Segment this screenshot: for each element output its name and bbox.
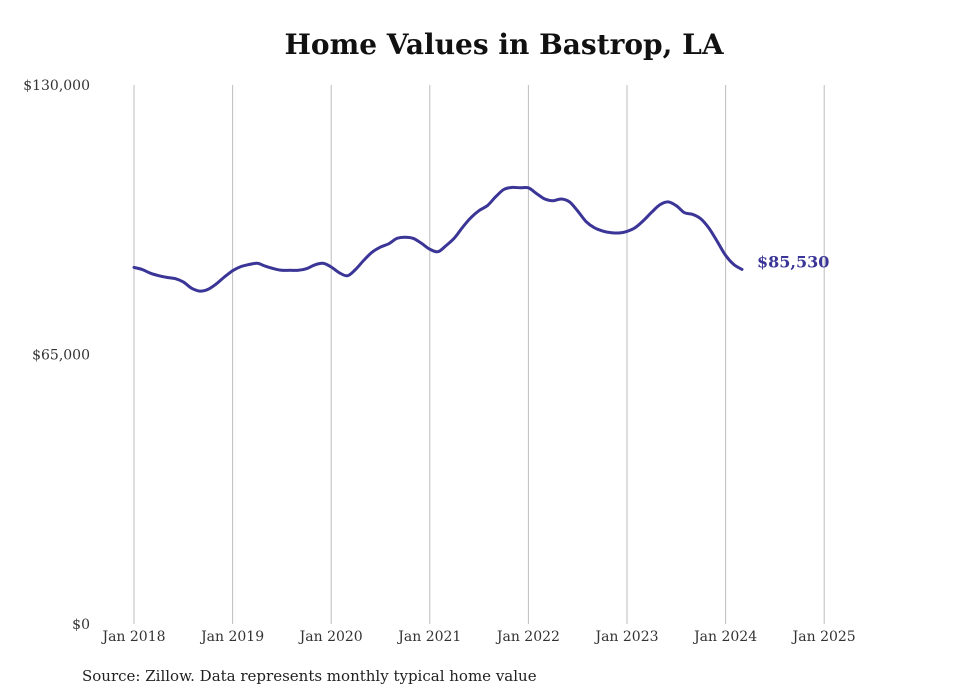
x-tick-label: Jan 2023 <box>593 629 658 645</box>
x-axis-ticks: Jan 2018 Jan 2019 Jan 2020 Jan 2021 Jan 2022… <box>100 629 855 645</box>
series-line <box>132 185 744 293</box>
chart-title: Home Values in Bastrop, LA <box>284 28 724 61</box>
y-axis-ticks: $0 $65,000 $130,000 <box>23 78 90 633</box>
x-tick-label: Jan 2021 <box>396 629 461 645</box>
x-tick-label: Jan 2022 <box>495 629 560 645</box>
series-layer <box>132 185 744 293</box>
end-value-label: $85,530 <box>757 252 829 271</box>
x-tick-label: Jan 2018 <box>100 629 165 645</box>
x-tick-label: Jan 2019 <box>199 629 264 645</box>
x-tick-label: Jan 2020 <box>298 629 363 645</box>
y-tick-label: $130,000 <box>23 78 90 94</box>
y-tick-label: $0 <box>72 617 90 633</box>
y-tick-label: $65,000 <box>32 348 90 364</box>
gridlines <box>133 85 825 624</box>
x-tick-label: Jan 2024 <box>692 629 757 645</box>
x-tick-label: Jan 2025 <box>791 629 856 645</box>
source-note: Source: Zillow. Data represents monthly … <box>82 667 537 685</box>
